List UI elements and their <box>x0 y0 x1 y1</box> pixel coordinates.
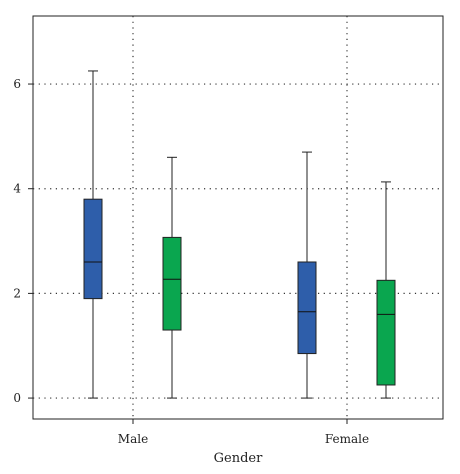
box-female-series-2 <box>376 181 396 399</box>
iqr-box <box>376 279 396 386</box>
box-male-series-2 <box>162 156 182 399</box>
x-tick-label: Male <box>118 432 148 446</box>
y-tick-label: 4 <box>13 182 21 196</box>
tick-layer: 0 2 4 6 Male Female <box>13 77 369 446</box>
iqr-box <box>162 236 182 331</box>
y-tick-label: 0 <box>13 391 21 405</box>
iqr-box <box>297 261 317 355</box>
plot-frame <box>32 15 444 420</box>
box-layer <box>83 70 396 399</box>
iqr-box <box>83 198 103 300</box>
x-tick-label: Female <box>325 432 369 446</box>
box-female-series-1 <box>297 151 317 399</box>
box-male-series-1 <box>83 70 103 399</box>
y-tick-label: 2 <box>13 286 21 300</box>
x-axis-title: Gender <box>214 451 263 466</box>
y-tick-label: 6 <box>13 77 21 91</box>
